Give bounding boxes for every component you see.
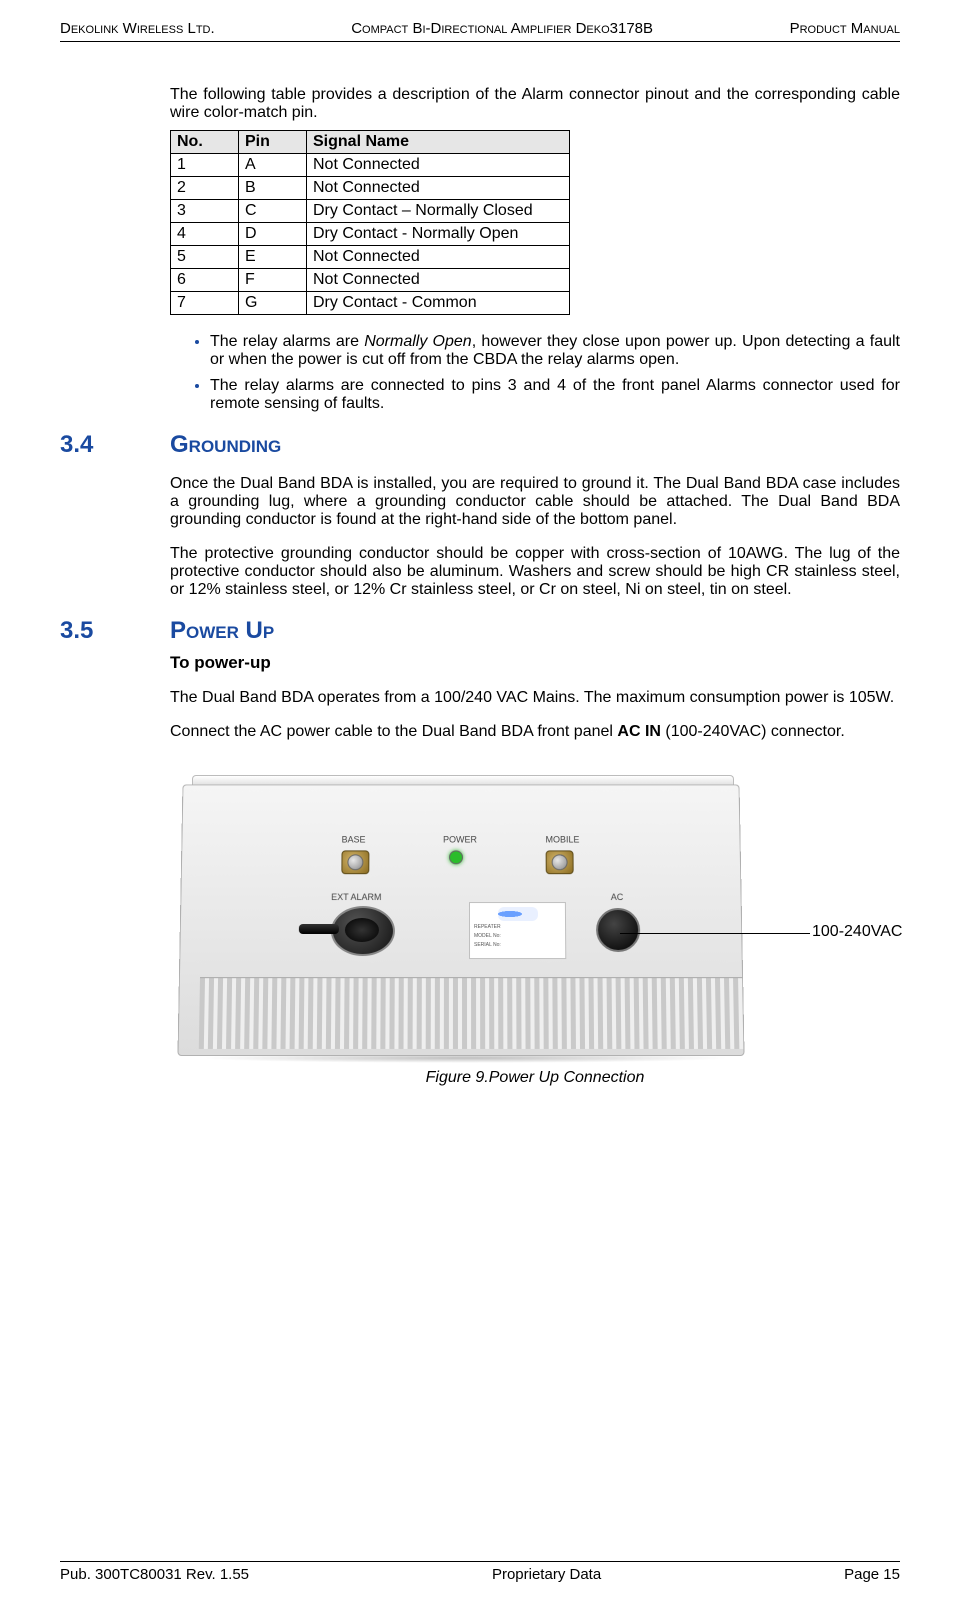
section-powerup-heading: 3.5 Power Up <box>60 617 900 645</box>
port-base-inner <box>347 854 363 870</box>
header-center: Compact Bi-Directional Amplifier Deko317… <box>351 20 653 37</box>
list-item: The relay alarms are Normally Open, howe… <box>210 333 900 369</box>
device-chassis: BASE POWER MOBILE EXT ALARM AC <box>177 784 744 1056</box>
list-item: The relay alarms are connected to pins 3… <box>210 377 900 413</box>
table-row: 7GDry Contact - Common <box>171 292 570 315</box>
label-ac: AC <box>611 892 624 902</box>
footer-center: Proprietary Data <box>492 1566 601 1583</box>
label-mobile: MOBILE <box>546 835 580 845</box>
device-illustration: BASE POWER MOBILE EXT ALARM AC <box>170 753 740 1063</box>
bullet-list: The relay alarms are Normally Open, howe… <box>170 333 900 413</box>
sticker-serial: SERIAL No: <box>470 942 565 948</box>
label-power: POWER <box>443 835 477 845</box>
port-mobile-inner <box>552 854 568 870</box>
powerup-para-1: The Dual Band BDA operates from a 100/24… <box>170 689 900 707</box>
pinout-table: No. Pin Signal Name 1ANot Connected 2BNo… <box>170 130 570 315</box>
table-row: 4DDry Contact - Normally Open <box>171 223 570 246</box>
ext-alarm-connector <box>331 906 395 956</box>
intro-paragraph: The following table provides a descripti… <box>170 86 900 122</box>
table-row: 2BNot Connected <box>171 177 570 200</box>
table-row: 6FNot Connected <box>171 269 570 292</box>
sticker-model: MODEL No: <box>470 933 565 939</box>
page-header: Dekolink Wireless Ltd. Compact Bi-Direct… <box>60 20 900 42</box>
pinout-tbody: 1ANot Connected 2BNot Connected 3CDry Co… <box>171 154 570 315</box>
callout-leader <box>620 933 810 934</box>
sticker-logo-icon <box>497 907 537 921</box>
table-row: 1ANot Connected <box>171 154 570 177</box>
col-pin: Pin <box>239 131 307 154</box>
sticker-repeater: REPEATER <box>470 924 565 930</box>
col-signal: Signal Name <box>307 131 570 154</box>
powerup-para-2: Connect the AC power cable to the Dual B… <box>170 723 900 741</box>
page-footer: Pub. 300TC80031 Rev. 1.55 Proprietary Da… <box>60 1561 900 1583</box>
col-no: No. <box>171 131 239 154</box>
grounding-para-1: Once the Dual Band BDA is installed, you… <box>170 475 900 529</box>
label-ext-alarm: EXT ALARM <box>331 892 381 902</box>
heatsink-fins <box>199 977 744 1049</box>
section-title: Power Up <box>170 617 274 645</box>
section-number: 3.4 <box>60 431 170 459</box>
section-title: Grounding <box>170 431 281 459</box>
header-right: Product Manual <box>790 20 900 37</box>
table-row: 5ENot Connected <box>171 246 570 269</box>
section-number: 3.5 <box>60 617 170 645</box>
footer-right: Page 15 <box>844 1566 900 1583</box>
powerup-subhead: To power-up <box>170 653 900 673</box>
ac-connector <box>596 908 640 952</box>
figure-powerup: BASE POWER MOBILE EXT ALARM AC <box>170 753 900 1063</box>
device-sticker: REPEATER MODEL No: SERIAL No: <box>469 902 566 959</box>
header-left: Dekolink Wireless Ltd. <box>60 20 215 37</box>
figure-caption: Figure 9.Power Up Connection <box>170 1069 900 1087</box>
ext-alarm-cable <box>299 924 339 934</box>
section-grounding-heading: 3.4 Grounding <box>60 431 900 459</box>
table-row: 3CDry Contact – Normally Closed <box>171 200 570 223</box>
grounding-para-2: The protective grounding conductor shoul… <box>170 545 900 599</box>
callout-text: 100-240VAC <box>812 923 902 941</box>
footer-left: Pub. 300TC80031 Rev. 1.55 <box>60 1566 249 1583</box>
power-led <box>449 850 463 864</box>
label-base: BASE <box>342 835 366 845</box>
